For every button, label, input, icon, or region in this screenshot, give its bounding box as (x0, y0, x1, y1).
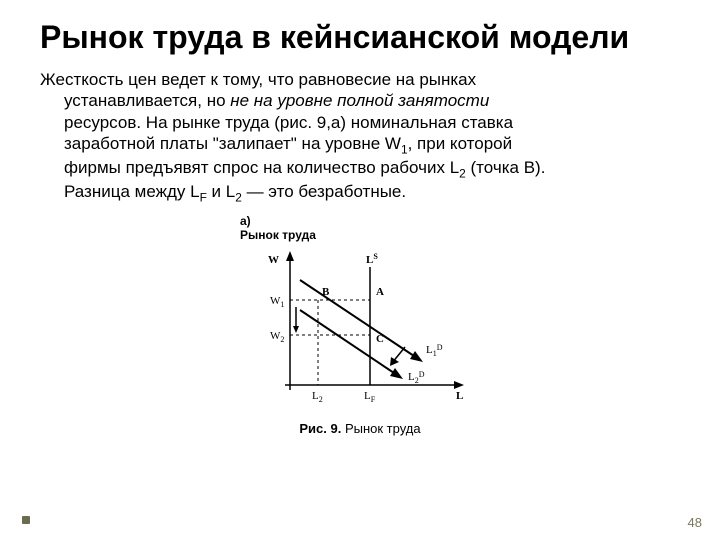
point-A-label: A (376, 286, 384, 298)
body-text: Жесткость цен ведет к тому, что равновес… (40, 69, 680, 206)
w1-label: W1 (270, 295, 284, 309)
w2-label: W2 (270, 330, 284, 344)
point-B-label: B (322, 286, 330, 298)
ls-label: LS (366, 252, 378, 266)
l2-label: L2 (312, 390, 323, 404)
demand-line-2 (300, 310, 400, 377)
y-axis-label: W (268, 254, 279, 266)
figure-caption: Рис. 9. Рынок труда (299, 421, 420, 436)
lf-label: LF (364, 390, 376, 404)
x-axis-label: L (456, 390, 463, 402)
point-C-label: C (376, 333, 384, 345)
figure: а) Рынок труда (40, 214, 680, 436)
figure-panel-label: а) Рынок труда (240, 214, 480, 243)
page-number: 48 (688, 515, 702, 530)
l2d-label: L2D (408, 370, 425, 385)
labor-market-chart: B A C W W1 W2 L2 LF L LS L1D L2D (240, 245, 480, 415)
l1d-label: L1D (426, 343, 443, 358)
footer-bullet-icon (22, 516, 30, 524)
slide-title: Рынок труда в кейнсианской модели (40, 20, 680, 55)
